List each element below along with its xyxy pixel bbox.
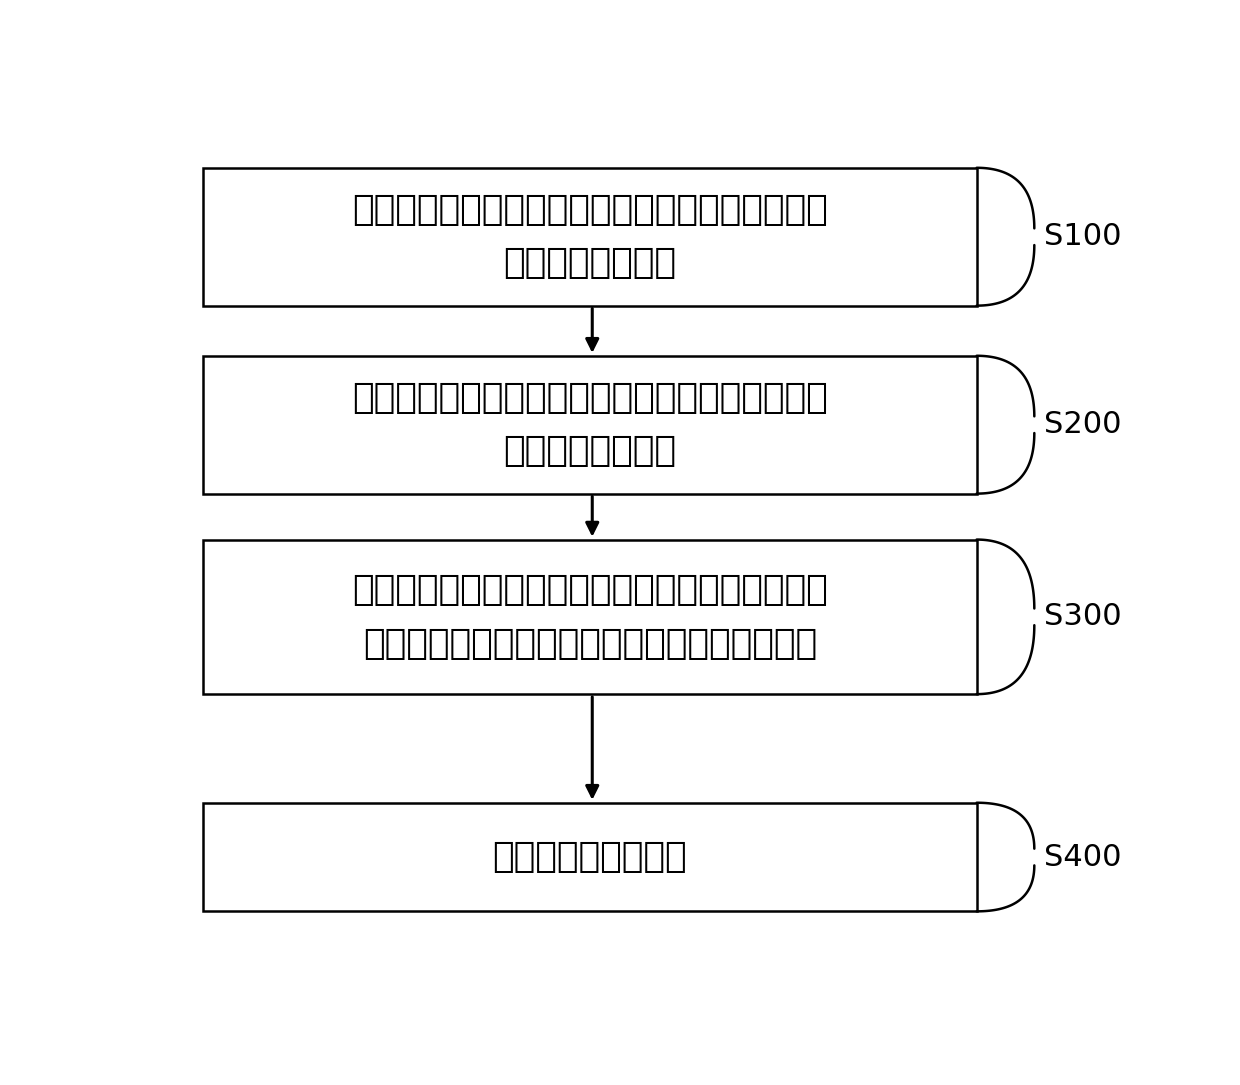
Text: 成型工件进行固定: 成型工件进行固定 bbox=[503, 246, 676, 280]
Text: 成型工件进行加热: 成型工件进行加热 bbox=[503, 434, 676, 469]
Text: 驱动压型面和待成型工件绕一中心轴旋转，并对待: 驱动压型面和待成型工件绕一中心轴旋转，并对待 bbox=[352, 381, 828, 414]
Bar bbox=[203, 356, 977, 494]
Text: 止驱动压型面和待成型工件旋转以获得成型工件: 止驱动压型面和待成型工件旋转以获得成型工件 bbox=[363, 626, 817, 661]
Text: 对成型工件进行冷却: 对成型工件进行冷却 bbox=[492, 840, 687, 875]
Bar bbox=[203, 803, 977, 911]
Text: S100: S100 bbox=[1044, 222, 1121, 252]
Text: S300: S300 bbox=[1044, 602, 1121, 631]
Bar bbox=[203, 539, 977, 694]
Text: S400: S400 bbox=[1044, 843, 1121, 871]
Bar bbox=[203, 168, 977, 306]
Text: 经过预设时间后停止对待成型工件进行加热，并停: 经过预设时间后停止对待成型工件进行加热，并停 bbox=[352, 573, 828, 608]
Text: S200: S200 bbox=[1044, 410, 1121, 439]
Text: 将待成型工件放置于一压型面上，并使用夾具对待: 将待成型工件放置于一压型面上，并使用夾具对待 bbox=[352, 193, 828, 227]
